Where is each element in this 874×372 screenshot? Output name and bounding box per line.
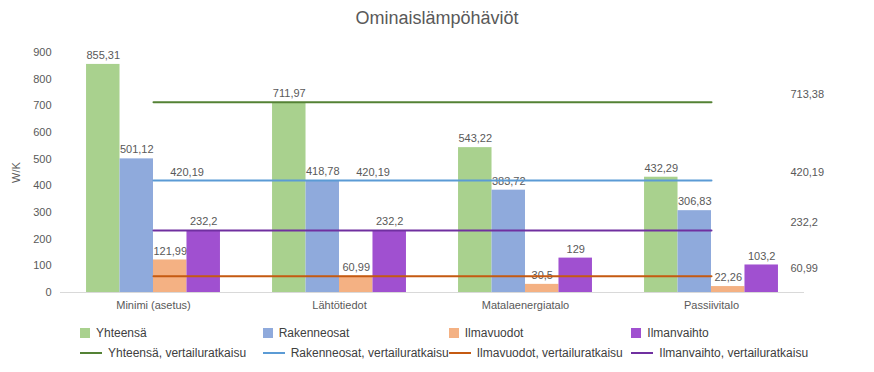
html-text:Ilmavuodot: Ilmavuodot [464,326,524,340]
html-text:Yhteensä, vertailuratkaisu: Yhteensä, vertailuratkaisu [108,346,247,360]
svg-text:306,83: 306,83 [678,195,712,207]
svg-text:W/K: W/K [10,161,22,182]
svg-text:501,12: 501,12 [120,143,154,155]
svg-text:Lähtötiedot: Lähtötiedot [312,299,366,311]
svg-text:60,99: 60,99 [790,262,818,274]
svg-text:713,38: 713,38 [790,88,824,100]
svg-text:22,26: 22,26 [714,271,742,283]
svg-text:60,99: 60,99 [342,261,370,273]
svg-text:600: 600 [33,126,51,138]
svg-text:418,78: 418,78 [306,165,340,177]
html-text:Ilmavuodot, vertailuratkaisu: Ilmavuodot, vertailuratkaisu [476,346,623,360]
svg-text:121,99: 121,99 [153,244,187,256]
html-text:Ilmanvaihto: Ilmanvaihto [647,326,709,340]
svg-text:383,72: 383,72 [491,174,526,187]
svg-text:103,2: 103,2 [748,250,776,262]
svg-text:855,31: 855,31 [86,49,120,61]
svg-text:129: 129 [567,243,585,255]
svg-text:420,19: 420,19 [356,166,390,178]
svg-text:800: 800 [33,73,51,85]
svg-text:232,2: 232,2 [190,215,218,227]
svg-text:Passiivitalo: Passiivitalo [684,299,739,311]
svg-text:900: 900 [33,46,51,58]
html-text:Rakenneosat: Rakenneosat [278,326,350,340]
svg-text:400: 400 [33,179,51,191]
svg-text:232,2: 232,2 [376,215,404,227]
svg-text:500: 500 [33,153,51,165]
html-text:Ominaislämpöhäviöt: Ominaislämpöhäviöt [355,8,519,28]
svg-text:700: 700 [33,99,51,111]
svg-text:420,19: 420,19 [170,166,204,178]
html-text:Ilmanvaihto, vertailuratkaisu: Ilmanvaihto, vertailuratkaisu [659,346,809,360]
html-text:Yhteensä: Yhteensä [96,326,147,340]
svg-text:420,19: 420,19 [790,166,824,178]
svg-text:30,5: 30,5 [532,269,553,281]
svg-text:432,29: 432,29 [644,162,678,174]
svg-text:232,2: 232,2 [790,216,818,228]
svg-text:Minimi (asetus): Minimi (asetus) [116,299,191,311]
svg-text:200: 200 [33,233,51,245]
svg-text:543,22: 543,22 [458,132,492,144]
svg-text:300: 300 [33,206,51,218]
svg-text:100: 100 [33,259,51,271]
svg-text:Matalaenergiatalo: Matalaenergiatalo [482,299,569,311]
svg-text:0: 0 [45,286,51,298]
svg-text:711,97: 711,97 [273,87,306,99]
html-text:Rakenneosat, vertailuratkaisu: Rakenneosat, vertailuratkaisu [290,346,449,360]
